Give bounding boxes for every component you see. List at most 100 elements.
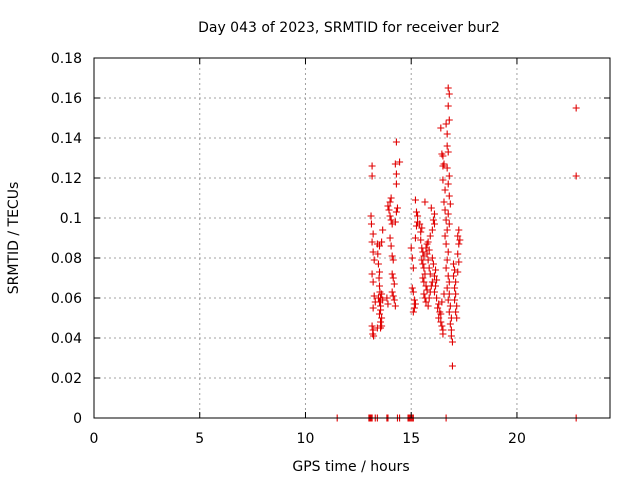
data-point (368, 162, 376, 170)
data-point (389, 256, 397, 264)
data-point (369, 248, 377, 256)
data-point (442, 120, 450, 128)
data-point (368, 172, 376, 180)
data-point (445, 308, 453, 316)
data-point (377, 318, 385, 326)
data-point (368, 322, 376, 330)
data-point (446, 320, 454, 328)
data-point (393, 204, 401, 212)
data-point (452, 290, 460, 298)
data-point (451, 284, 459, 292)
data-point (408, 254, 416, 262)
data-point (429, 260, 437, 268)
data-point (435, 314, 443, 322)
data-point (454, 232, 462, 240)
data-point (445, 290, 453, 298)
x-axis-label: GPS time / hours (292, 459, 409, 475)
data-point (444, 248, 452, 256)
data-point (378, 290, 386, 298)
axes: 0 0.02 0.04 0.06 0.08 0.1 0.12 0.14 0.16 0.18 0 5 10… (51, 51, 610, 447)
y-tick-label: 0.1 (60, 211, 82, 227)
data-point (452, 278, 460, 286)
data-point (455, 240, 463, 248)
y-tick-label: 0.02 (51, 371, 82, 387)
data-point (443, 130, 451, 138)
y-tick-label: 0.18 (51, 51, 82, 67)
data-point (444, 180, 452, 188)
data-point (392, 208, 400, 216)
data-point (432, 266, 440, 274)
data-point (418, 256, 426, 264)
data-point (428, 278, 436, 286)
data-point (392, 138, 400, 146)
data-point (370, 332, 378, 340)
data-point (432, 282, 440, 290)
data-point (373, 324, 381, 332)
data-point (428, 254, 436, 262)
data-point (452, 308, 460, 316)
data-point (572, 104, 580, 112)
data-point (417, 236, 425, 244)
data-point (430, 210, 438, 218)
data-point (368, 238, 376, 246)
data-point (374, 260, 382, 268)
data-point (388, 288, 396, 296)
data-point (390, 280, 398, 288)
data-point (433, 276, 441, 284)
data-point (456, 236, 464, 244)
data-point (392, 180, 400, 188)
data-point (384, 202, 392, 210)
data-point (375, 310, 383, 318)
data-point (419, 248, 427, 256)
data-point (410, 296, 418, 304)
data-point (445, 172, 453, 180)
data-point (450, 260, 458, 268)
data-point (444, 296, 452, 304)
y-axis-label: SRMTID / TECUs (6, 182, 22, 295)
data-point (418, 224, 426, 232)
data-point (385, 206, 393, 214)
data-point (444, 210, 452, 218)
data-point (438, 150, 446, 158)
data-point (438, 298, 446, 306)
data-point (440, 198, 448, 206)
data-point (455, 226, 463, 234)
data-point (391, 160, 399, 168)
data-point (445, 192, 453, 200)
data-point (426, 232, 434, 240)
data-point (377, 306, 385, 314)
data-point (572, 172, 580, 180)
y-tick-label: 0 (73, 411, 82, 427)
data-point (430, 288, 438, 296)
y-tick-label: 0.06 (51, 291, 82, 307)
y-tick-label: 0.08 (51, 251, 82, 267)
data-point (369, 230, 377, 238)
data-point (411, 300, 419, 308)
data-point (439, 330, 447, 338)
data-point (387, 194, 395, 202)
data-point (446, 302, 454, 310)
data-point (444, 84, 452, 92)
data-point (370, 256, 378, 264)
data-point (407, 244, 415, 252)
data-point (423, 240, 431, 248)
data-point (453, 314, 461, 322)
data-point (368, 270, 376, 278)
data-point (425, 246, 433, 254)
data-point (445, 220, 453, 228)
data-point (390, 296, 398, 304)
data-point (423, 250, 431, 258)
data-point (408, 284, 416, 292)
data-point (437, 318, 445, 326)
data-point (413, 208, 420, 216)
data-point (391, 302, 399, 310)
data-point (441, 232, 449, 240)
data-point (424, 302, 432, 310)
data-point (387, 242, 395, 250)
data-point (430, 272, 438, 280)
x-tick-label: 0 (90, 431, 99, 447)
plot-frame (93, 57, 611, 419)
data-point (445, 116, 453, 124)
data-point (429, 216, 437, 224)
data-point (442, 216, 450, 224)
